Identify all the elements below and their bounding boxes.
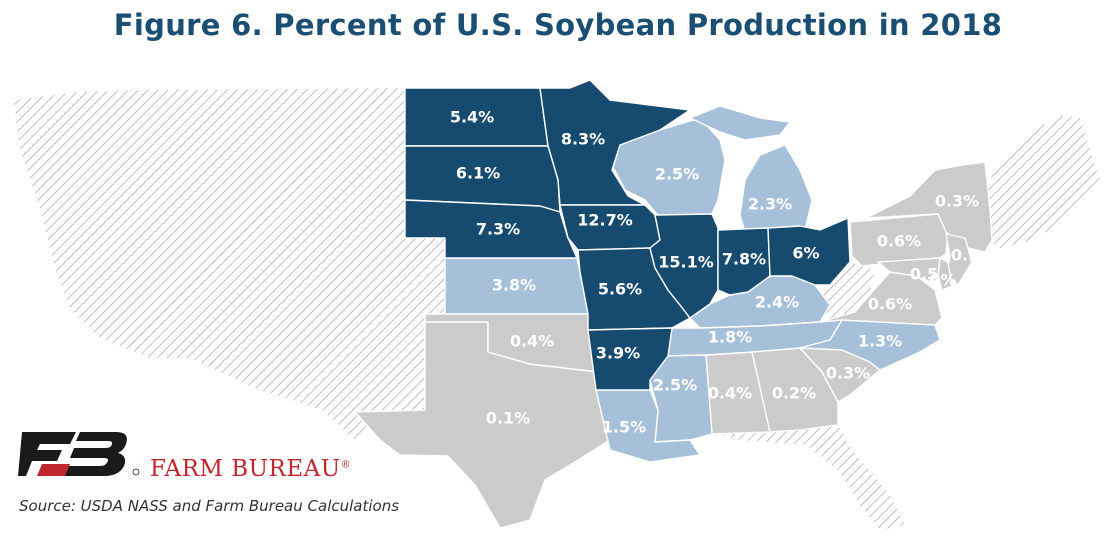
state-illinois [649,213,719,319]
western-states-hatched [14,88,445,440]
label-pennsylvania: 0.6% [877,232,921,251]
label-georgia: 0.2% [772,384,816,403]
label-ohio: 6% [792,244,819,263]
label-delaware: 0% [929,271,956,290]
new-england-hatched [985,115,1100,248]
label-north-carolina: 1.3% [858,332,902,351]
label-illinois: 15.1% [658,253,714,272]
state-louisiana [595,389,701,463]
label-missouri: 5.6% [598,280,642,299]
state-new-york [865,161,993,253]
state-nebraska [404,199,578,259]
label-new-jersey: 0.1 [951,246,979,265]
label-texas: 0.1% [486,409,530,428]
label-south-dakota: 6.1% [456,164,500,183]
state-michigan-lp [739,144,813,233]
label-minnesota: 8.3% [561,130,605,149]
label-maryland: 0.5 [910,265,938,284]
state-ohio [767,217,851,286]
label-virginia: 0.6% [868,295,912,314]
label-arkansas: 3.9% [596,344,640,363]
label-oklahoma: 0.4% [510,332,554,351]
label-kansas: 3.8% [492,276,536,295]
label-tennessee: 1.8% [708,328,752,347]
label-kentucky: 2.4% [755,293,799,312]
brand-name: FARM BUREAU® [150,456,352,482]
label-iowa: 12.7% [577,211,633,230]
state-michigan-up [689,105,791,141]
label-wisconsin: 2.5% [655,165,699,184]
source-note: Source: USDA NASS and Farm Bureau Calcul… [19,497,400,515]
label-indiana: 7.8% [722,250,766,269]
label-michigan: 2.3% [748,195,792,214]
state-delaware [937,257,953,291]
southeast-hatched [704,425,905,530]
state-value-labels: 5.4% 8.3% 6.1% 7.3% 12.7% 15.1% 7.8% 6% … [450,108,979,437]
label-new-york: 0.3% [935,192,979,211]
state-north-carolina [799,319,941,371]
label-south-carolina: 0.3% [826,364,870,383]
high-production-states [404,79,851,391]
low-production-states [354,161,993,529]
label-nebraska: 7.3% [476,220,520,239]
state-arkansas [587,327,673,391]
mid-production-states [444,105,941,463]
label-north-dakota: 5.4% [450,108,494,127]
map-title: Figure 6. Percent of U.S. Soybean Produc… [113,8,1003,42]
state-new-jersey [945,233,973,286]
label-mississippi: 2.5% [653,376,697,395]
label-louisiana: 1.5% [602,418,646,437]
farm-bureau-logo [18,432,140,476]
label-alabama: 0.4% [708,384,752,403]
